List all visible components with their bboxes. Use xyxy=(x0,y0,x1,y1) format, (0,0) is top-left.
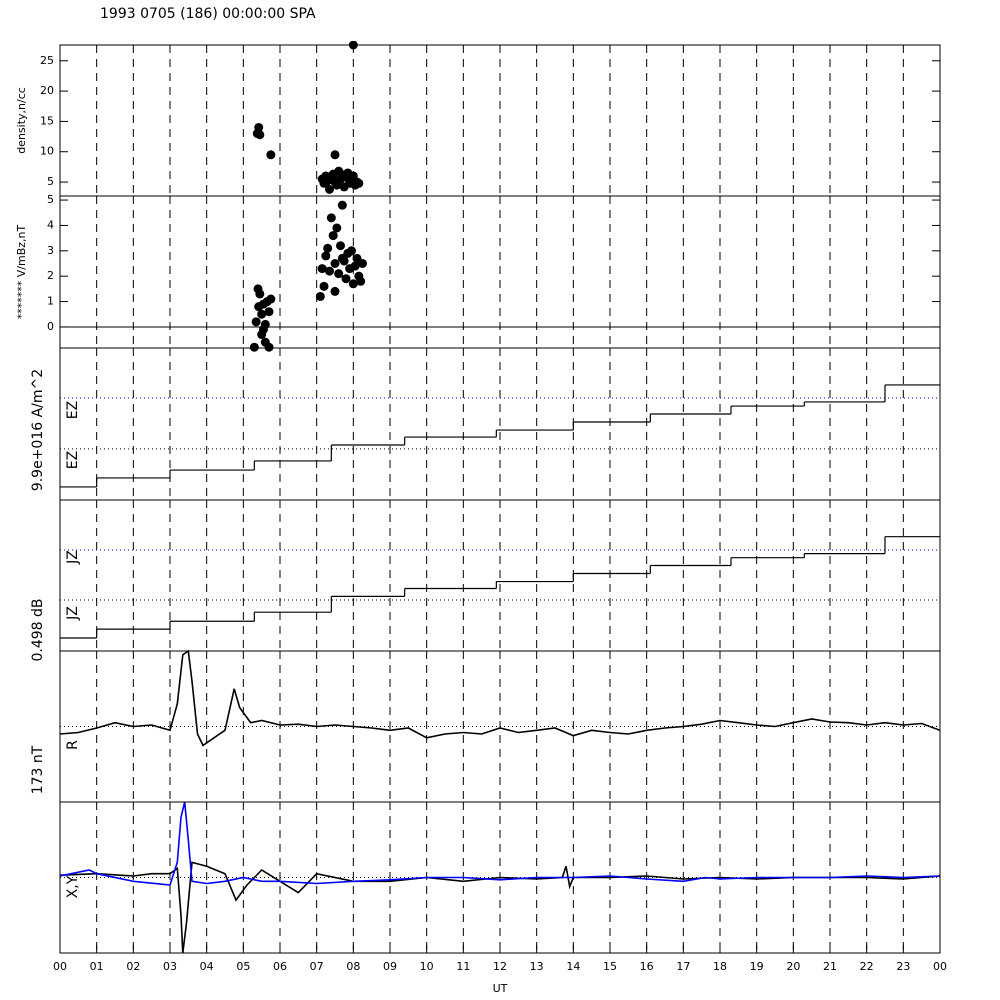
point xyxy=(348,279,358,289)
x-tick-label: 00 xyxy=(53,960,67,973)
x-tick-label: 18 xyxy=(713,960,727,973)
panel-annotation: X,Y xyxy=(65,875,81,898)
point xyxy=(315,291,325,301)
point xyxy=(330,258,340,268)
point xyxy=(336,241,345,251)
panel-annotation: R xyxy=(65,740,81,750)
point xyxy=(332,223,342,233)
panel-annotation: JZ xyxy=(65,606,81,621)
x-tick-label: 21 xyxy=(823,960,837,973)
x-axis-label: UT xyxy=(493,982,508,995)
x-tick-label: 00 xyxy=(933,960,947,973)
x-tick-label: 01 xyxy=(90,960,104,973)
point xyxy=(358,258,367,268)
x-tick-label: 10 xyxy=(420,960,434,973)
x-tick-label: 19 xyxy=(750,960,764,973)
point xyxy=(249,342,259,352)
x-tick-label: 02 xyxy=(126,960,140,973)
x-tick-label: 06 xyxy=(273,960,287,973)
point xyxy=(347,246,356,256)
point xyxy=(266,150,276,160)
point xyxy=(319,281,329,291)
point xyxy=(356,276,366,286)
point xyxy=(330,286,340,296)
series-line xyxy=(60,801,940,886)
x-tick-label: 22 xyxy=(860,960,874,973)
point xyxy=(341,274,351,284)
scale-label: 173 nT xyxy=(30,745,46,794)
panel-annotation: JZ xyxy=(65,550,81,565)
x-tick-label: 11 xyxy=(456,960,470,973)
point xyxy=(325,266,334,276)
point xyxy=(255,289,265,299)
point xyxy=(337,253,347,263)
x-tick-label: 17 xyxy=(676,960,690,973)
y-tick-label: 5 xyxy=(47,175,54,188)
x-tick-label: 05 xyxy=(236,960,250,973)
x-tick-label: 13 xyxy=(530,960,544,973)
point xyxy=(266,294,276,304)
panel-annotation: EZ xyxy=(65,451,81,469)
point xyxy=(259,324,268,334)
y-axis-label: density,n/cc xyxy=(15,87,28,154)
point xyxy=(257,309,267,319)
x-tick-label: 12 xyxy=(493,960,507,973)
x-tick-label: 15 xyxy=(603,960,617,973)
y-tick-label: 15 xyxy=(40,114,54,127)
y-tick-label: 3 xyxy=(47,244,54,257)
point xyxy=(323,243,333,253)
x-tick-label: 03 xyxy=(163,960,177,973)
y-tick-label: 5 xyxy=(47,193,54,206)
point xyxy=(337,200,347,210)
x-tick-label: 23 xyxy=(896,960,910,973)
point xyxy=(325,184,334,194)
x-tick-label: 09 xyxy=(383,960,397,973)
x-tick-label: 20 xyxy=(786,960,800,973)
point xyxy=(255,130,265,140)
point xyxy=(254,122,264,132)
point xyxy=(326,213,336,223)
x-tick-label: 04 xyxy=(200,960,214,973)
y-tick-label: 1 xyxy=(47,295,54,308)
x-tick-label: 16 xyxy=(640,960,654,973)
point xyxy=(264,307,274,317)
y-axis-label: ******* V/mBz,nT xyxy=(15,224,28,319)
point xyxy=(354,178,364,188)
y-tick-label: 20 xyxy=(40,84,54,97)
point xyxy=(264,342,274,352)
point xyxy=(330,150,340,160)
x-tick-label: 14 xyxy=(566,960,580,973)
chart-title: 1993 0705 (186) 00:00:00 SPA xyxy=(100,6,316,22)
point xyxy=(334,269,344,279)
x-tick-label: 07 xyxy=(310,960,324,973)
scale-label: 0.498 dB xyxy=(30,598,46,661)
series-line xyxy=(60,649,940,747)
y-tick-label: 10 xyxy=(40,145,54,158)
panel-annotation: EZ xyxy=(65,401,81,419)
y-tick-label: 4 xyxy=(47,218,54,231)
point xyxy=(317,264,327,274)
scale-label: 9.9e+016 A/m^2 xyxy=(30,369,46,491)
x-tick-label: 08 xyxy=(346,960,360,973)
y-tick-label: 25 xyxy=(40,54,54,67)
y-tick-label: 2 xyxy=(47,269,54,282)
point xyxy=(328,231,338,241)
point xyxy=(251,317,261,327)
point xyxy=(350,261,360,271)
y-tick-label: 0 xyxy=(47,320,54,333)
point xyxy=(321,251,331,261)
